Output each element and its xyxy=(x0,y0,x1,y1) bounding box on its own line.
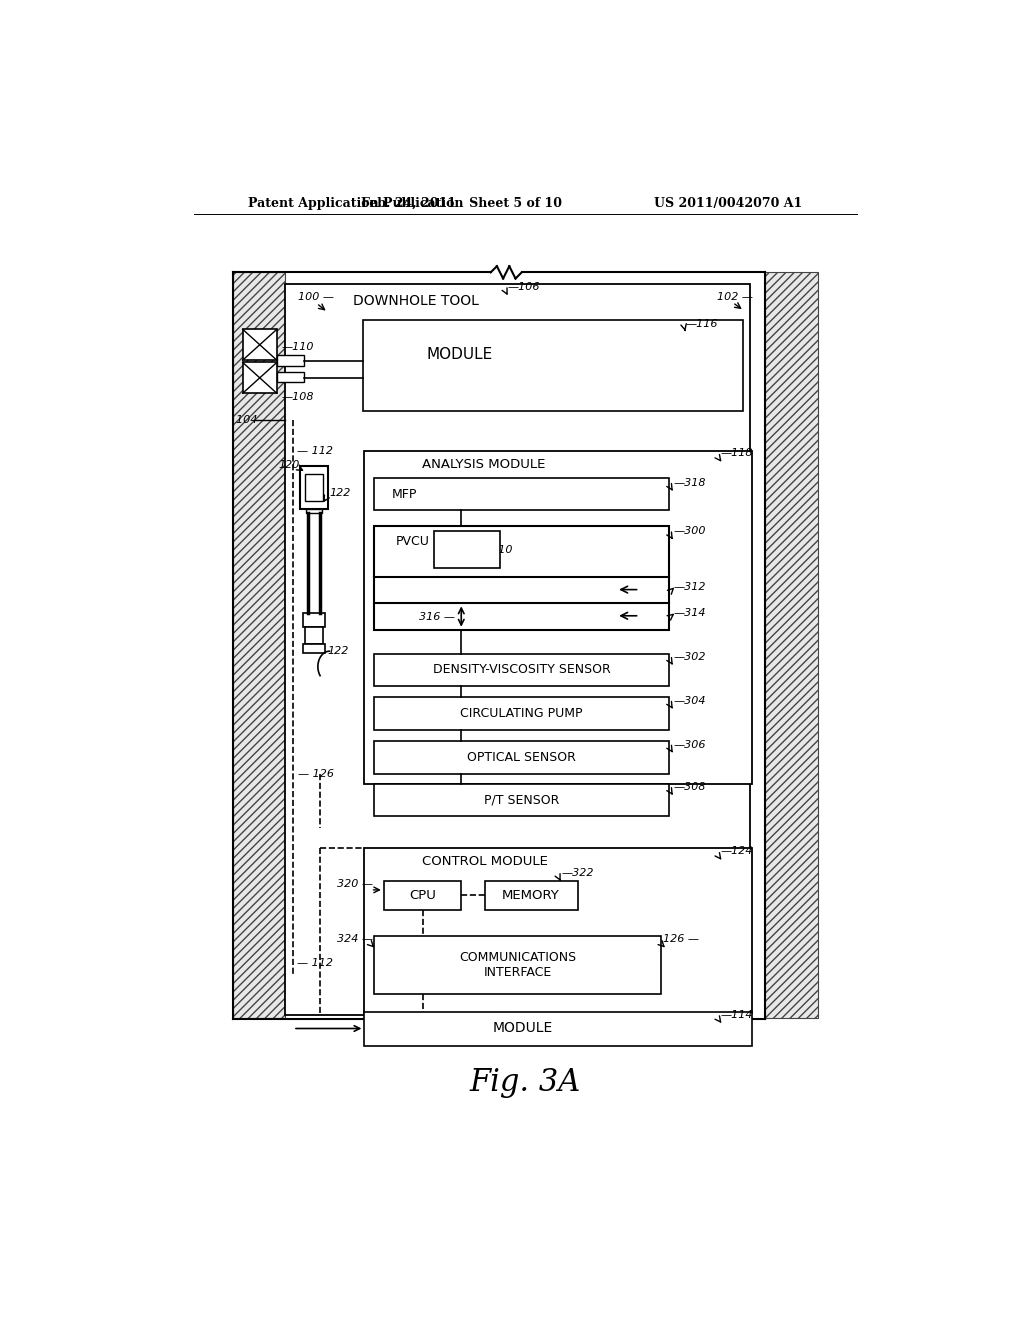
Bar xyxy=(305,474,324,502)
Text: OPTICAL SENSOR: OPTICAL SENSOR xyxy=(467,751,577,764)
Text: —124: —124 xyxy=(721,846,754,857)
Bar xyxy=(375,478,669,511)
Text: CIRCULATING PUMP: CIRCULATING PUMP xyxy=(461,708,583,721)
Text: US 2011/0042070 A1: US 2011/0042070 A1 xyxy=(654,197,802,210)
Bar xyxy=(375,653,669,686)
Text: —114: —114 xyxy=(721,1010,754,1019)
Text: MEMORY: MEMORY xyxy=(502,888,560,902)
Text: —106: —106 xyxy=(508,282,541,292)
Bar xyxy=(365,847,752,1014)
Text: ANALYSIS MODULE: ANALYSIS MODULE xyxy=(423,458,546,471)
Text: 320 —: 320 — xyxy=(337,879,373,888)
Text: 324 —: 324 — xyxy=(337,935,373,944)
Text: —116: —116 xyxy=(686,319,719,329)
Bar xyxy=(375,784,669,816)
Bar xyxy=(362,321,742,411)
Text: —310: —310 xyxy=(480,545,513,554)
Bar xyxy=(375,527,669,631)
Text: —312: —312 xyxy=(674,582,707,593)
Text: —118: —118 xyxy=(721,449,754,458)
Bar xyxy=(243,363,276,393)
Text: —300: —300 xyxy=(674,527,707,536)
Bar xyxy=(375,697,669,730)
Bar xyxy=(243,330,276,360)
Bar xyxy=(276,355,304,367)
Text: 104 —: 104 — xyxy=(237,416,272,425)
Text: 316 —: 316 — xyxy=(419,611,455,622)
Text: —306: —306 xyxy=(674,741,707,750)
Bar xyxy=(286,284,751,1015)
Text: CPU: CPU xyxy=(409,888,436,902)
Bar xyxy=(375,936,662,994)
Text: 100 —: 100 — xyxy=(299,292,335,302)
Text: DOWNHOLE TOOL: DOWNHOLE TOOL xyxy=(352,294,478,308)
Bar xyxy=(303,644,325,653)
Text: COMMUNICATIONS
INTERFACE: COMMUNICATIONS INTERFACE xyxy=(459,950,577,978)
Bar xyxy=(765,272,818,1019)
Text: Patent Application Publication: Patent Application Publication xyxy=(248,197,464,210)
Bar xyxy=(232,272,286,1019)
Text: 120: 120 xyxy=(279,459,300,470)
Text: 102 —: 102 — xyxy=(717,292,753,302)
Text: 126 —: 126 — xyxy=(663,935,698,944)
Bar xyxy=(303,612,325,627)
Text: Fig. 3A: Fig. 3A xyxy=(469,1067,581,1098)
Text: —304: —304 xyxy=(674,696,707,706)
Bar xyxy=(300,466,328,508)
Text: Feb. 24, 2011   Sheet 5 of 10: Feb. 24, 2011 Sheet 5 of 10 xyxy=(360,197,562,210)
Text: MFP: MFP xyxy=(391,487,417,500)
Text: —314: —314 xyxy=(674,607,707,618)
Text: —318: —318 xyxy=(674,478,707,487)
Text: MODULE: MODULE xyxy=(494,1022,553,1035)
Bar xyxy=(434,531,500,568)
Bar xyxy=(365,1011,752,1047)
Bar xyxy=(375,742,669,774)
Text: — 126: — 126 xyxy=(299,770,335,779)
Text: — 112: — 112 xyxy=(297,958,333,968)
Bar xyxy=(484,880,578,909)
Text: —302: —302 xyxy=(674,652,707,663)
Text: —108: —108 xyxy=(282,392,314,403)
Text: CONTROL MODULE: CONTROL MODULE xyxy=(423,855,549,869)
Bar xyxy=(276,372,304,381)
Text: DENSITY-VISCOSITY SENSOR: DENSITY-VISCOSITY SENSOR xyxy=(433,663,610,676)
Bar xyxy=(365,451,752,784)
Text: 122: 122 xyxy=(330,488,351,499)
Text: PVCU: PVCU xyxy=(395,535,429,548)
Text: —110: —110 xyxy=(282,342,314,352)
Text: P/T SENSOR: P/T SENSOR xyxy=(484,793,559,807)
Bar xyxy=(306,508,322,512)
Text: 122: 122 xyxy=(328,647,349,656)
Text: — 112: — 112 xyxy=(297,446,333,455)
Text: —322: —322 xyxy=(562,869,595,878)
Bar xyxy=(384,880,461,909)
Text: MODULE: MODULE xyxy=(426,347,493,362)
Text: —308: —308 xyxy=(674,783,707,792)
Bar xyxy=(305,627,323,644)
